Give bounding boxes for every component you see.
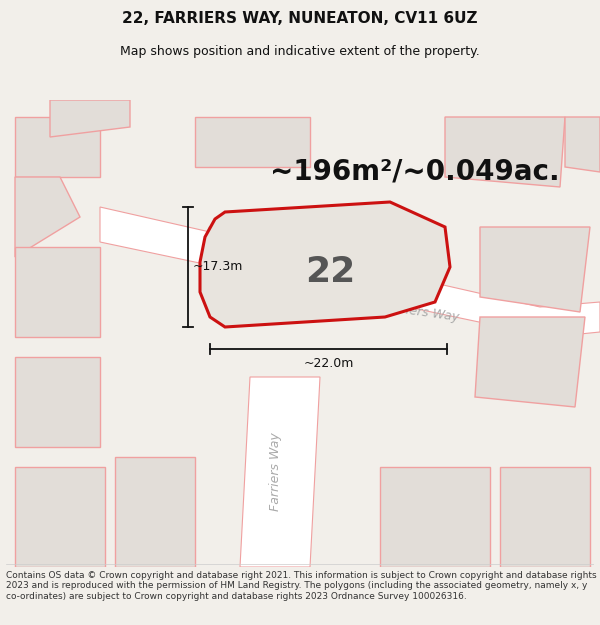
Text: 22: 22 [305,255,355,289]
Text: ~22.0m: ~22.0m [304,357,353,370]
Polygon shape [480,227,590,312]
Polygon shape [115,457,195,567]
Polygon shape [500,467,590,567]
Text: Farriers Way: Farriers Way [269,432,283,511]
Polygon shape [15,467,105,567]
Polygon shape [15,357,100,447]
Polygon shape [15,247,100,337]
Text: 22, FARRIERS WAY, NUNEATON, CV11 6UZ: 22, FARRIERS WAY, NUNEATON, CV11 6UZ [122,11,478,26]
Text: ~196m²/~0.049ac.: ~196m²/~0.049ac. [270,158,560,186]
Polygon shape [200,202,450,327]
Polygon shape [15,177,80,257]
Text: Map shows position and indicative extent of the property.: Map shows position and indicative extent… [120,45,480,58]
Polygon shape [565,117,600,172]
Polygon shape [100,207,600,337]
Polygon shape [445,117,565,187]
Polygon shape [15,117,100,177]
Text: ~17.3m: ~17.3m [193,261,244,274]
Polygon shape [475,317,585,407]
Text: Farriers Way: Farriers Way [205,225,285,249]
Polygon shape [380,467,490,567]
Text: Contains OS data © Crown copyright and database right 2021. This information is : Contains OS data © Crown copyright and d… [6,571,596,601]
Polygon shape [195,117,310,167]
Text: Farriers Way: Farriers Way [380,300,460,324]
Polygon shape [50,100,130,137]
Polygon shape [240,377,320,567]
